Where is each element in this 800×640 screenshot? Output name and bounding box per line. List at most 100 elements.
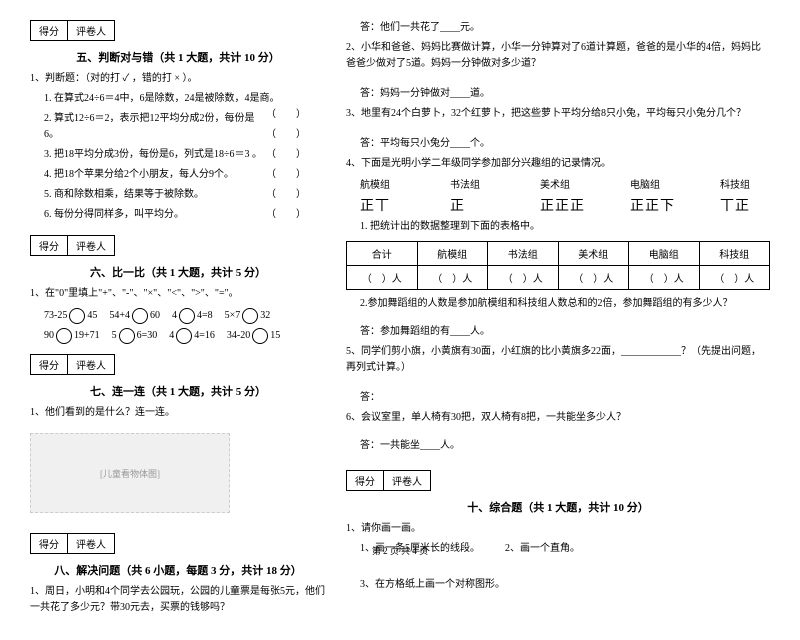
illustration-container: [儿童看物体图] — [30, 427, 326, 519]
q8-1: 1、周日，小明和4个同学去公园玩，公园的儿童票是每张5元，他们一共花了多少元？带… — [30, 584, 326, 616]
th: 电脑组 — [629, 242, 700, 266]
cmp: 73-25 45 — [44, 306, 97, 326]
q10-sub3: 3、在方格纸上画一个对称图形。 — [346, 577, 770, 593]
section-10-title: 十、综合题（共 1 大题，共计 10 分） — [346, 499, 770, 515]
paren: （ ） — [266, 127, 306, 143]
paren: （ ） — [266, 167, 306, 183]
q8-5: 5、同学们剪小旗，小黄旗有30面，小红旗的比小黄旗多22面，__________… — [346, 344, 770, 376]
group-label: 科技组 — [720, 176, 770, 191]
tally-mark: 正正下 — [630, 195, 680, 215]
v: 32 — [260, 310, 270, 321]
score-box-6: 得分 评卷人 — [30, 235, 115, 256]
table-data-row: （ ）人 （ ）人 （ ）人 （ ）人 （ ）人 （ ）人 — [347, 266, 770, 290]
circle-blank — [69, 308, 85, 324]
paren: （ ） — [266, 207, 306, 223]
q5-item-5-text: 5. 商和除数相乘，结果等于被除数。 — [44, 189, 204, 200]
v: 4=8 — [197, 310, 213, 321]
th: 航模组 — [417, 242, 488, 266]
tally-mark: 正丅 — [360, 195, 410, 215]
a8-1: 答：他们一共花了____元。 — [346, 20, 770, 36]
v: 54+4 — [109, 310, 130, 321]
circle-blank — [119, 328, 135, 344]
th: 科技组 — [699, 242, 770, 266]
group-label: 电脑组 — [630, 176, 680, 191]
score-box-5: 得分 评卷人 — [30, 20, 115, 41]
tally-mark: 正 — [450, 195, 500, 215]
section-7-title: 七、连一连（共 1 大题，共计 5 分） — [30, 383, 326, 399]
group-label: 航模组 — [360, 176, 410, 191]
section-6-title: 六、比一比（共 1 大题，共计 5 分） — [30, 264, 326, 280]
paren: （ ） — [266, 147, 306, 163]
v: 34-20 — [227, 330, 250, 341]
q7-1: 1、他们看到的是什么？连一连。 — [30, 405, 326, 421]
cmp: 9019+71 — [44, 326, 100, 346]
circle-blank — [252, 328, 268, 344]
td: （ ）人 — [629, 266, 700, 290]
q5-item-6: 6. 每份分得同样多，叫平均分。 （ ） — [30, 207, 326, 223]
cmp: 34-20 15 — [227, 326, 280, 346]
right-column: 答：他们一共花了____元。 2、小华和爸爸、妈妈比赛做计算，小华一分钟算对了6… — [346, 20, 770, 620]
th: 美术组 — [558, 242, 629, 266]
q5-item-3: 3. 把18平均分成3份，每份是6，列式是18÷6＝3 。 （ ） — [30, 147, 326, 163]
q5-item-3-text: 3. 把18平均分成3份，每份是6，列式是18÷6＝3 。 — [44, 149, 262, 160]
score-box-10: 得分 评卷人 — [346, 470, 431, 491]
v: 4 — [172, 310, 177, 321]
v: 5×7 — [225, 310, 241, 321]
compare-row-2: 9019+71 5 6=30 4 4=16 34-20 15 — [30, 326, 326, 346]
a8-4: 答：参加舞蹈组的有____人。 — [346, 324, 770, 340]
q8-2: 2、小华和爸爸、妈妈比赛做计算，小华一分钟算对了6道计算题，爸爸的是小华的4倍，… — [346, 40, 770, 72]
table-header-row: 合计 航模组 书法组 美术组 电脑组 科技组 — [347, 242, 770, 266]
q5-item-2-text: 2. 算式12÷6＝2，表示把12平均分成2份，每份是6。 — [44, 113, 255, 140]
grader-label: 评卷人 — [68, 21, 114, 40]
section-5-title: 五、判断对与错（共 1 大题，共计 10 分） — [30, 49, 326, 65]
q5-item-4-text: 4. 把18个苹果分给2个小朋友，每人分9个。 — [44, 169, 234, 180]
score-box-7: 得分 评卷人 — [30, 354, 115, 375]
th: 合计 — [347, 242, 418, 266]
group-label: 书法组 — [450, 176, 500, 191]
v: 4 — [169, 330, 174, 341]
q8-3: 3、地里有24个白萝卜，32个红萝卜，把这些萝卜平均分给8只小兔，平均每只小兔分… — [346, 106, 770, 122]
q5-item-6-text: 6. 每份分得同样多，叫平均分。 — [44, 209, 184, 220]
a8-3: 答：平均每只小兔分____个。 — [346, 136, 770, 152]
circle-blank — [179, 308, 195, 324]
v: 5 — [112, 330, 117, 341]
left-column: 得分 评卷人 五、判断对与错（共 1 大题，共计 10 分） 1、判断题：（对的… — [30, 20, 326, 620]
circle-blank — [176, 328, 192, 344]
q5-item-1-text: 1. 在算式24÷6＝4中，6是除数，24是被除数，4是商。 — [44, 93, 280, 104]
v: 73-25 — [44, 310, 67, 321]
td: （ ）人 — [417, 266, 488, 290]
grader-label: 评卷人 — [68, 236, 114, 255]
v: 4=16 — [194, 330, 215, 341]
tally-group-labels: 航模组 书法组 美术组 电脑组 科技组 — [346, 176, 770, 191]
cmp: 5×7 32 — [225, 306, 271, 326]
cmp: 54+4 60 — [109, 306, 160, 326]
q8-4-sub2: 2.参加舞蹈组的人数是参加航模组和科技组人数总和的2倍，参加舞蹈组的有多少人？ — [346, 296, 770, 312]
grader-label: 评卷人 — [68, 355, 114, 374]
v: 6=30 — [137, 330, 158, 341]
section-8-title: 八、解决问题（共 6 小题，每题 3 分，共计 18 分） — [30, 562, 326, 578]
td: （ ）人 — [699, 266, 770, 290]
cmp: 5 6=30 — [112, 326, 158, 346]
tally-mark: 丅正 — [720, 195, 770, 215]
paren: （ ） — [266, 187, 306, 203]
th: 书法组 — [488, 242, 559, 266]
v: 45 — [87, 310, 97, 321]
v: 15 — [270, 330, 280, 341]
circle-blank — [132, 308, 148, 324]
v: 60 — [150, 310, 160, 321]
grader-label: 评卷人 — [384, 471, 430, 490]
score-label: 得分 — [31, 21, 68, 40]
compare-row-1: 73-25 45 54+4 60 4 4=8 5×7 32 — [30, 306, 326, 326]
q5-item-1: 1. 在算式24÷6＝4中，6是除数，24是被除数，4是商。（ ） — [30, 91, 326, 107]
q5-intro: 1、判断题：（对的打 ✓ ，错的打 × ）。 — [30, 71, 326, 87]
v: 19+71 — [74, 330, 100, 341]
circle-blank — [56, 328, 72, 344]
stats-table: 合计 航模组 书法组 美术组 电脑组 科技组 （ ）人 （ ）人 （ ）人 （ … — [346, 241, 770, 290]
a8-2: 答：妈妈一分钟做对____道。 — [346, 86, 770, 102]
cmp: 4 4=16 — [169, 326, 215, 346]
circle-blank — [242, 308, 258, 324]
group-label: 美术组 — [540, 176, 590, 191]
tally-mark: 正正正 — [540, 195, 590, 215]
q8-4-sub1: 1. 把统计出的数据整理到下面的表格中。 — [346, 219, 770, 235]
q5-item-4: 4. 把18个苹果分给2个小朋友，每人分9个。 （ ） — [30, 167, 326, 183]
